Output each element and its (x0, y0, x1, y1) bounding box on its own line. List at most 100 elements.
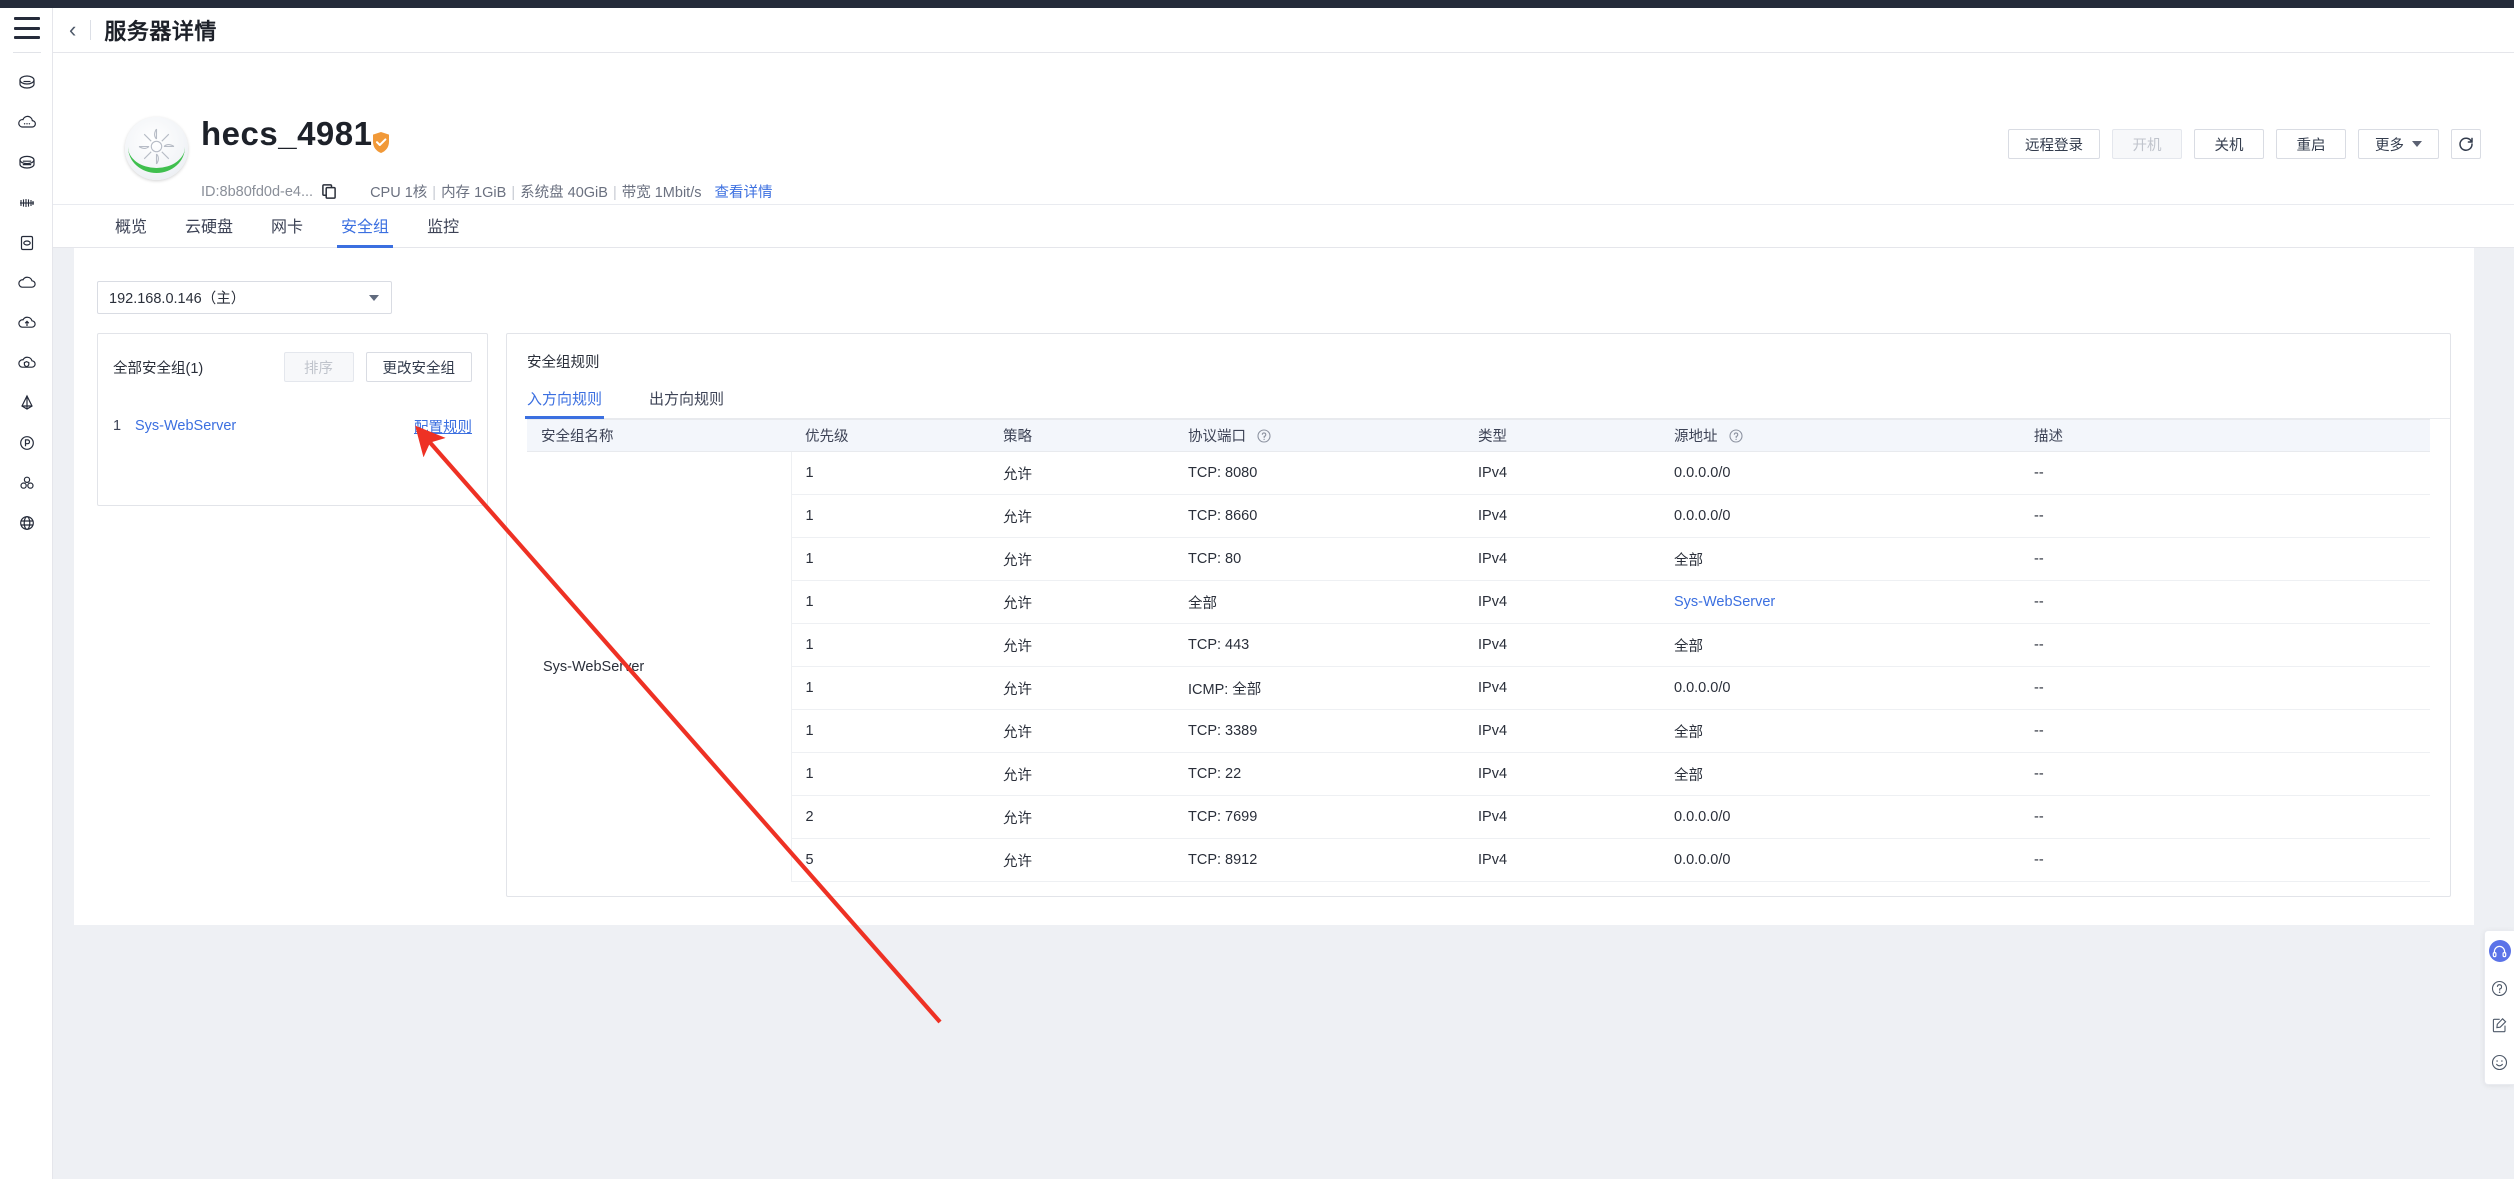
tab-monitor[interactable]: 监控 (427, 219, 460, 236)
chevron-left-icon[interactable]: ‹ (69, 17, 77, 42)
cell-type: IPv4 (1464, 580, 1660, 624)
cell-type: IPv4 (1464, 494, 1660, 538)
smiley-icon[interactable] (2489, 1051, 2511, 1073)
cell-description: -- (2020, 537, 2430, 581)
cell-type: IPv4 (1464, 451, 1660, 495)
cloud-dots-icon[interactable] (0, 103, 53, 143)
cloud-shield-icon[interactable] (0, 343, 53, 383)
cell-protocol-port: TCP: 7699 (1174, 795, 1464, 839)
gpu-icon[interactable] (0, 183, 53, 223)
configure-rules-link[interactable]: 配置规则 (414, 419, 472, 436)
restart-button[interactable]: 重启 (2276, 129, 2346, 159)
column-label: 策略 (1003, 429, 1032, 445)
cell-source-link[interactable]: Sys-WebServer (1674, 594, 1776, 610)
cloud-upload-icon[interactable] (0, 303, 53, 343)
cell-source: 0.0.0.0/0 (1660, 838, 2020, 882)
cell-protocol-port: TCP: 22 (1174, 752, 1464, 796)
column-header-priority: 优先级 (791, 419, 989, 452)
cell-description: -- (2020, 838, 2430, 882)
security-group-list-actions: 排序 更改安全组 (283, 352, 472, 382)
security-group-panel: 192.168.0.146（主） 全部安全组(1) 排序 更改安全组 1 Sys… (74, 248, 2474, 925)
cell-priority: 2 (791, 795, 989, 839)
server-name: hecs_4981 (201, 115, 373, 152)
headset-icon[interactable] (2488, 940, 2511, 962)
rail-icon-list (0, 63, 53, 543)
sort-button[interactable]: 排序 (283, 352, 354, 382)
tab-disk[interactable]: 云硬盘 (185, 219, 234, 236)
circle-p-icon[interactable] (0, 423, 53, 463)
cell-priority: 1 (791, 666, 989, 710)
page-header-bar: ‹ 服务器详情 (53, 8, 2514, 53)
cloud-icon[interactable] (0, 263, 53, 303)
cell-type: IPv4 (1464, 838, 1660, 882)
table-row: 2 允许 TCP: 7699 IPv4 0.0.0.0/0 -- (527, 795, 2430, 839)
tab-overview[interactable]: 概览 (115, 219, 148, 236)
cell-group-name: Sys-WebServer (527, 451, 792, 882)
cell-description: -- (2020, 623, 2430, 667)
more-button[interactable]: 更多 (2358, 129, 2439, 159)
refresh-button[interactable] (2451, 129, 2481, 159)
tab-inbound-rules[interactable]: 入方向规则 (524, 388, 605, 419)
cell-type: IPv4 (1464, 709, 1660, 753)
cell-policy: 允许 (989, 623, 1174, 667)
tab-security-group[interactable]: 安全组 (337, 213, 394, 248)
column-header-protocol-port: 协议端口 (1174, 419, 1464, 452)
nic-ip-select-value: 192.168.0.146（主） (109, 291, 246, 307)
cell-policy: 允许 (989, 494, 1174, 538)
cell-source[interactable]: Sys-WebServer (1660, 580, 2020, 624)
header-divider (90, 20, 92, 40)
table-row: 1 允许 ICMP: 全部 IPv4 0.0.0.0/0 -- (527, 666, 2430, 710)
hamburger-menu-icon[interactable] (14, 17, 40, 39)
spec-memory: 内存 1GiB (441, 185, 507, 201)
help-icon[interactable] (1257, 429, 1271, 443)
column-label: 源地址 (1674, 429, 1718, 445)
copy-icon[interactable] (322, 184, 336, 199)
server-stack-icon[interactable] (0, 143, 53, 183)
column-header-group-name: 安全组名称 (527, 419, 791, 452)
remote-login-button[interactable]: 远程登录 (2008, 129, 2100, 159)
feedback-icon[interactable] (2489, 1014, 2511, 1036)
cell-priority: 1 (791, 451, 989, 495)
server-id: ID:8b80fd0d-e4... (201, 183, 314, 200)
tab-nic[interactable]: 网卡 (271, 219, 304, 236)
question-icon[interactable] (2489, 977, 2511, 999)
nic-ip-select[interactable]: 192.168.0.146（主） (97, 281, 392, 314)
table-row: 1 允许 全部 IPv4 Sys-WebServer -- (527, 580, 2430, 624)
spec-disk: 系统盘 40GiB (520, 185, 608, 201)
column-label: 协议端口 (1188, 429, 1246, 445)
cell-protocol-port: TCP: 8080 (1174, 451, 1464, 495)
rules-table-header-row: 安全组名称 优先级 策略 协议端口 (527, 419, 2430, 452)
header-actions: 远程登录 开机 关机 重启 更多 (2008, 129, 2481, 159)
security-group-list-card: 全部安全组(1) 排序 更改安全组 1 Sys-WebServer 配置规则 (97, 333, 488, 506)
cell-policy: 允许 (989, 451, 1174, 495)
cluster-icon[interactable] (0, 463, 53, 503)
security-group-list-item: 1 Sys-WebServer 配置规则 (113, 413, 472, 439)
change-security-group-button[interactable]: 更改安全组 (365, 352, 472, 382)
globe-w-icon[interactable] (0, 503, 53, 543)
shield-check-icon (371, 131, 391, 154)
table-row: 5 允许 TCP: 8912 IPv4 0.0.0.0/0 -- (527, 838, 2430, 882)
tab-outbound-rules[interactable]: 出方向规则 (649, 391, 725, 408)
storage-box-icon[interactable] (0, 223, 53, 263)
spec-cpu: CPU 1核 (370, 185, 428, 201)
rail-divider (13, 52, 41, 53)
cell-protocol-port: TCP: 443 (1174, 623, 1464, 667)
avatar-green-arc (128, 147, 185, 173)
rules-direction-tabs: 入方向规则 出方向规则 (524, 382, 2450, 419)
column-header-type: 类型 (1464, 419, 1660, 452)
security-group-name-link[interactable]: Sys-WebServer (135, 418, 237, 434)
help-icon[interactable] (1728, 429, 1743, 443)
cell-priority: 1 (791, 537, 989, 581)
view-detail-link[interactable]: 查看详情 (714, 185, 773, 201)
power-off-button[interactable]: 关机 (2194, 129, 2264, 159)
cell-protocol-port: TCP: 3389 (1174, 709, 1464, 753)
network-node-icon[interactable] (0, 383, 53, 423)
table-row: 1 允许 TCP: 443 IPv4 全部 -- (527, 623, 2430, 667)
server-icon[interactable] (0, 63, 53, 103)
security-group-rules-card: 安全组规则 入方向规则 出方向规则 安全组名称 优先级 策略 协议端口 (506, 333, 2451, 897)
table-row: 1 允许 TCP: 22 IPv4 全部 -- (527, 752, 2430, 796)
cell-source: 全部 (1660, 752, 2020, 796)
cell-source: 全部 (1660, 537, 2020, 581)
power-on-button[interactable]: 开机 (2112, 129, 2182, 159)
column-header-source: 源地址 (1660, 419, 2020, 452)
